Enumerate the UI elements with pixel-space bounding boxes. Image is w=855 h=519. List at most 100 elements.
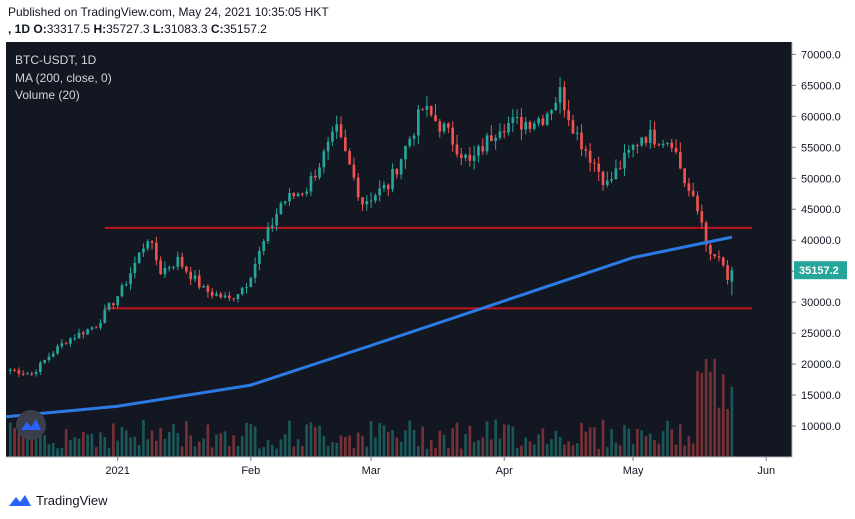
candle-body: [103, 309, 107, 323]
volume-bar: [219, 433, 223, 457]
volume-bar: [528, 441, 532, 457]
candle-body: [399, 159, 403, 175]
volume-bar: [447, 448, 450, 457]
candle-body: [485, 135, 489, 152]
candle-body: [648, 129, 652, 144]
volume-bar: [610, 429, 613, 457]
volume-bar: [520, 445, 523, 457]
volume-bar: [494, 419, 497, 457]
candle-body: [597, 163, 601, 172]
volume-bar: [382, 425, 386, 457]
candle-body: [266, 227, 270, 242]
candle-body: [442, 123, 446, 132]
volume-bar: [210, 447, 214, 457]
candle-body: [374, 195, 377, 201]
candle-body: [636, 144, 639, 146]
volume-bar: [73, 437, 77, 457]
candle-body: [481, 146, 485, 152]
volume-bar: [605, 447, 609, 457]
volume-bar: [206, 424, 210, 457]
volume-bar: [678, 424, 682, 457]
volume-bar: [322, 436, 326, 457]
y-tick-label: 40000.0: [801, 235, 841, 247]
candle-body: [137, 252, 141, 263]
candle-body: [644, 137, 648, 144]
volume-bar: [232, 435, 235, 457]
interval-prefix: , 1D: [8, 22, 31, 36]
volume-bar: [288, 420, 291, 457]
footer-brand: TradingView: [36, 492, 108, 508]
volume-bar: [717, 407, 721, 457]
volume-bar: [124, 430, 128, 457]
candle-body: [408, 138, 412, 146]
candle-body: [687, 183, 691, 191]
volume-bar: [107, 448, 111, 457]
volume-bar: [451, 428, 455, 457]
candle-body: [674, 148, 678, 153]
volume-bar: [202, 438, 205, 457]
volume-bar: [674, 444, 678, 457]
candle-body: [459, 154, 463, 159]
candle-body: [618, 168, 622, 170]
volume-bar: [614, 442, 618, 457]
volume-bar: [60, 447, 64, 457]
volume-bar: [236, 446, 240, 457]
candle-body: [172, 266, 175, 268]
candle-body: [416, 109, 420, 136]
volume-bar: [490, 439, 493, 457]
volume-bar: [309, 422, 313, 457]
volume-bar: [296, 439, 300, 457]
x-tick-label: Mar: [362, 465, 381, 477]
volume-bar: [245, 422, 248, 457]
volume-bar: [43, 434, 46, 457]
time-axis-panel: [6, 457, 849, 482]
candle-body: [313, 175, 317, 178]
y-tick-label: 25000.0: [801, 328, 841, 340]
candle-body: [107, 303, 111, 310]
candle-body: [614, 168, 618, 180]
candle-body: [223, 295, 227, 298]
candle-body: [129, 273, 132, 285]
candle-body: [709, 244, 712, 255]
candle-body: [94, 327, 98, 329]
volume-bar: [77, 438, 81, 457]
candle-body: [717, 256, 721, 258]
candle-body: [494, 137, 497, 142]
volume-bar: [374, 437, 377, 457]
last-price-label: 35157.2: [799, 265, 839, 277]
candle-body: [507, 122, 510, 133]
volume-bar: [593, 427, 596, 457]
volume-bar: [721, 374, 725, 457]
price-chart[interactable]: 70000.0 65000.0 60000.0 55000.0 50000.0 45000…: [5, 42, 849, 482]
chart-frame[interactable]: 70000.0 65000.0 60000.0 55000.0 50000.0 45000…: [5, 42, 849, 482]
candle-body: [236, 294, 240, 299]
candle-body: [142, 248, 145, 253]
candle-body: [575, 132, 579, 134]
volume-bar: [189, 435, 193, 457]
y-tick-label: 70000.0: [801, 49, 841, 61]
volume-bar: [249, 423, 253, 457]
volume-bar: [34, 433, 38, 457]
candle-body: [249, 277, 253, 288]
candle-body: [365, 201, 369, 205]
candle-body: [154, 242, 158, 261]
candle-body: [502, 131, 506, 133]
candle-body: [116, 296, 120, 306]
candle-body: [653, 129, 656, 145]
candle-body: [678, 152, 682, 169]
volume-bar: [56, 448, 59, 457]
volume-bar: [167, 431, 171, 457]
volume-bar: [687, 436, 691, 457]
volume-bar: [64, 429, 68, 457]
candle-body: [86, 329, 89, 335]
candle-body: [610, 179, 613, 181]
candle-body: [322, 151, 326, 168]
candle-body: [163, 267, 167, 275]
candle-body: [258, 250, 261, 264]
candle-body: [232, 298, 235, 300]
candle-body: [429, 105, 433, 116]
candle-body: [455, 144, 459, 155]
candle-body: [631, 144, 635, 150]
candle-body: [176, 256, 180, 267]
volume-bar: [361, 436, 364, 457]
